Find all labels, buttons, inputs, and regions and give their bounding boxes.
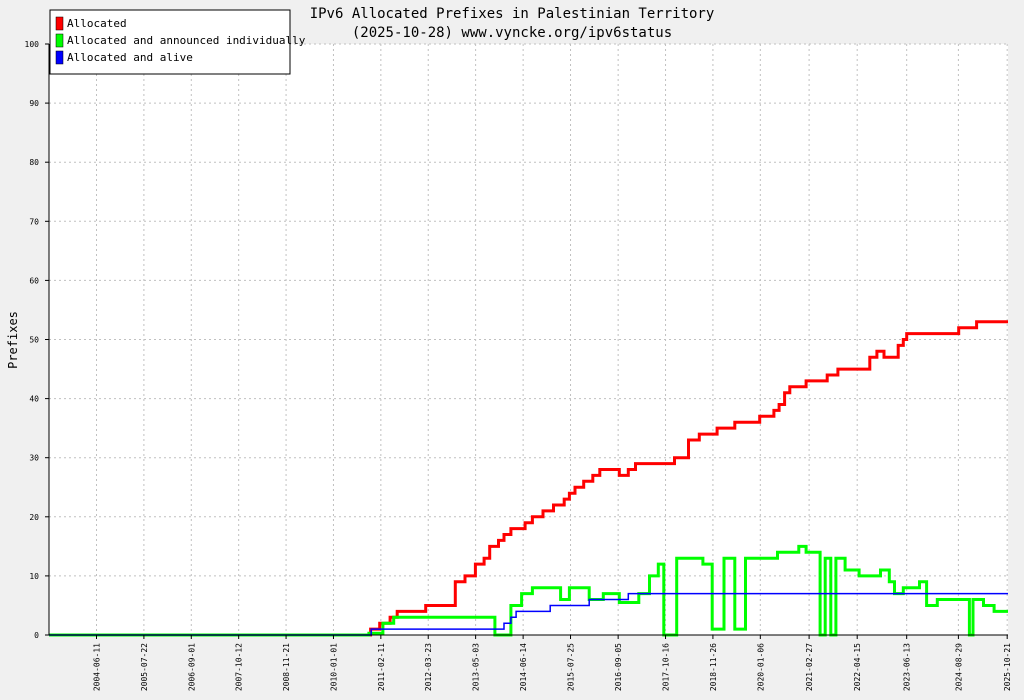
x-tick-label: 2005-07-22 bbox=[140, 643, 149, 691]
legend-entry-label: Allocated bbox=[67, 17, 127, 30]
x-tick-label: 2011-02-11 bbox=[377, 643, 386, 691]
x-tick-label: 2021-02-27 bbox=[805, 643, 814, 691]
x-tick-label: 2025-10-21 bbox=[1003, 643, 1012, 691]
plot-area bbox=[49, 44, 1008, 635]
chart-title: IPv6 Allocated Prefixes in Palestinian T… bbox=[310, 6, 715, 22]
x-tick-label: 2012-03-23 bbox=[424, 643, 433, 691]
legend-box bbox=[49, 9, 291, 75]
y-tick-label: 20 bbox=[29, 513, 39, 522]
x-tick-label: 2014-06-14 bbox=[519, 643, 528, 691]
x-tick-label: 2023-06-13 bbox=[903, 643, 912, 691]
x-tick-label: 2022-04-15 bbox=[853, 643, 862, 691]
y-tick-label: 0 bbox=[34, 631, 39, 640]
chart-subtitle: (2025-10-28) www.vyncke.org/ipv6status bbox=[352, 25, 672, 41]
x-tick-label: 2024-08-29 bbox=[954, 643, 963, 691]
x-tick-label: 2007-10-12 bbox=[235, 643, 244, 691]
legend: Allocated Allocated and announced individ… bbox=[49, 9, 306, 75]
y-axis-label: Prefixes bbox=[6, 311, 20, 369]
y-tick-label: 50 bbox=[29, 336, 39, 345]
legend-swatch bbox=[55, 33, 64, 48]
y-tick-label: 90 bbox=[29, 99, 39, 108]
x-tick-label: 2015-07-25 bbox=[567, 643, 576, 691]
legend-entry-label: Allocated and alive bbox=[67, 51, 193, 64]
legend-swatch bbox=[55, 50, 64, 65]
x-tick-label: 2010-01-01 bbox=[329, 643, 338, 691]
legend-swatch bbox=[55, 16, 64, 31]
y-tick-label: 40 bbox=[29, 395, 39, 404]
series-lines bbox=[49, 320, 1008, 637]
series-line-2 bbox=[49, 544, 1008, 637]
y-tick-label: 30 bbox=[29, 454, 39, 463]
x-tick-label: 2008-11-21 bbox=[282, 643, 291, 691]
legend-entry-label: Allocated and announced individually bbox=[67, 34, 306, 47]
x-tick-label: 2017-10-16 bbox=[662, 643, 671, 691]
x-tick-label: 2020-01-06 bbox=[756, 643, 765, 691]
y-tick-label: 80 bbox=[29, 158, 39, 167]
series-line-3 bbox=[49, 592, 1008, 636]
series-line-1 bbox=[49, 320, 1008, 637]
y-tick-label: 10 bbox=[29, 572, 39, 581]
x-tick-label: 2006-09-01 bbox=[187, 643, 196, 691]
x-tick-label: 2004-06-11 bbox=[93, 643, 102, 691]
y-tick-label: 70 bbox=[29, 217, 39, 226]
y-tick-label: 100 bbox=[25, 40, 40, 49]
x-tick-label: 2018-11-26 bbox=[709, 643, 718, 691]
x-tick-label: 2013-05-03 bbox=[472, 643, 481, 691]
y-tick-label: 60 bbox=[29, 276, 39, 285]
x-tick-label: 2016-09-05 bbox=[614, 643, 623, 691]
axes: 0 10 20 30 40 50 60 70 80 90 100 2004-06-11 2005-07-… bbox=[25, 40, 1013, 691]
